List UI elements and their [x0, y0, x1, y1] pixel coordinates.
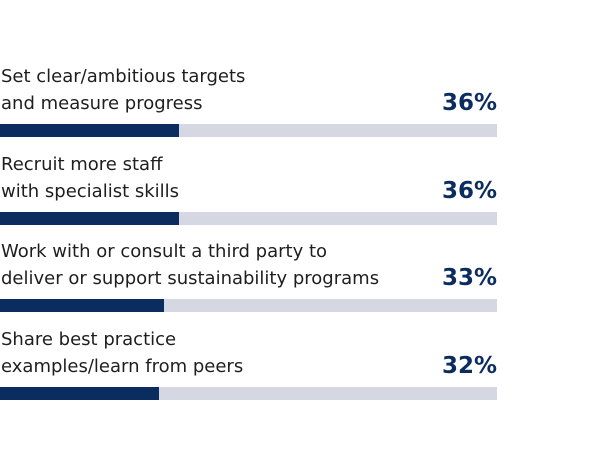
bar-track: [0, 211, 497, 225]
category-label: Recruit more staff with specialist skill…: [1, 153, 180, 202]
value-label: 36%: [441, 177, 497, 204]
bar-track: [0, 124, 497, 137]
bar: [0, 211, 179, 225]
value-label: 33%: [441, 265, 497, 292]
bar: [0, 124, 179, 137]
category-label: Set clear/ambitious targets and measure …: [1, 66, 246, 114]
bar: [0, 387, 160, 401]
value-label: 32%: [441, 353, 497, 380]
bar-track: [0, 299, 497, 313]
bar-track: [0, 387, 497, 401]
category-label: Share best practice examples/learn from …: [1, 329, 244, 378]
category-label: Work with or consult a third party to de…: [1, 241, 380, 290]
bar: [0, 299, 164, 313]
value-label: 36%: [441, 90, 497, 116]
